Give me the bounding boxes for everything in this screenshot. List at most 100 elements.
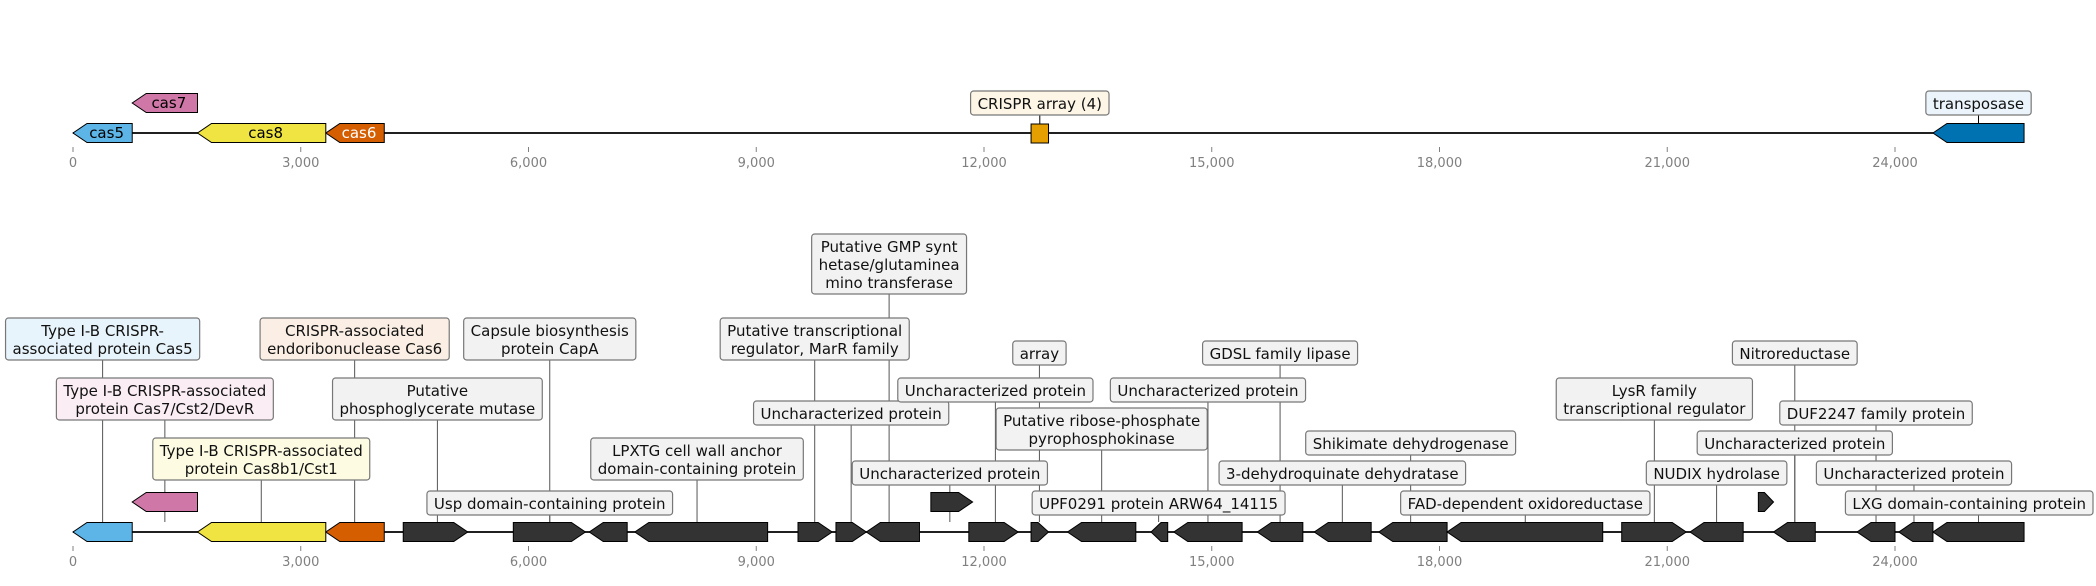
gene-arrow [512, 522, 587, 542]
annotation-label-box [259, 317, 450, 361]
annotation-label-box [1645, 460, 1788, 486]
gene-arrow [1066, 522, 1137, 542]
annotation-label-box [811, 233, 968, 295]
annotation-label-text: endoribonuclease Cas6 [267, 340, 442, 358]
transposase-gene-arrow [1932, 123, 2025, 143]
annotation-label-text: Type I-B CRISPR-associated [159, 442, 363, 460]
gene-arrow [865, 522, 920, 542]
annotation-label-text: domain-containing protein [598, 460, 797, 478]
gene-arrow [131, 492, 199, 512]
gene-arrow [1689, 522, 1744, 542]
annotation-label-text: Uncharacterized protein [905, 382, 1086, 400]
cas6-gene-arrow [324, 123, 385, 143]
crispr-array-box [1030, 123, 1050, 144]
annotation-label-box [1696, 430, 1893, 456]
axis-tick-label: 18,000 [1417, 555, 1463, 570]
cas8-gene-arrow [196, 123, 327, 143]
gene-arrow [1897, 522, 1934, 542]
annotation-label-text: pyrophosphokinase [1029, 430, 1175, 448]
annotation-label-box [1844, 490, 2094, 516]
cas7-label: cas7 [151, 94, 186, 112]
annotation-label-text: Putative ribose-phosphate [1003, 412, 1200, 430]
gene-arrow [1757, 492, 1775, 512]
annotation-label-text: Nitroreductase [1739, 345, 1850, 363]
annotation-label-box [1031, 490, 1286, 516]
annotation-label-text: Uncharacterized protein [761, 405, 942, 423]
annotation-label-text: regulator, MarR family [731, 340, 899, 358]
annotation-label-text: hetase/glutaminea [819, 256, 960, 274]
annotation-label-box [995, 407, 1208, 451]
axis-tick-label: 15,000 [1189, 555, 1235, 570]
axis-tick-label: 3,000 [282, 156, 319, 171]
annotation-label-text: FAD-dependent oxidoreductase [1408, 495, 1643, 513]
annotation-label-text: 3-dehydroquinate dehydratase [1226, 465, 1459, 483]
gene-arrow [1172, 522, 1243, 542]
annotation-label-text: transcriptional regulator [1563, 400, 1746, 418]
transposase-label-box [1925, 90, 2032, 116]
gene-arrow [1621, 522, 1688, 542]
bottom-annotated-track: Type I-B CRISPR-associated protein Cas5 T… [4, 233, 2094, 570]
annotation-label-text: LXG domain-containing protein [1852, 495, 2086, 513]
annotation-label-text: Type I-B CRISPR- [40, 322, 164, 340]
annotation-label-text: Capsule biosynthesis [471, 322, 629, 340]
annotation-label-box [4, 317, 201, 361]
axis-tick-label: 12,000 [961, 555, 1007, 570]
annotation-label-text: LPXTG cell wall anchor [612, 442, 783, 460]
annotation-label-box [463, 317, 637, 361]
gene-arrow [588, 522, 628, 542]
transposase-label-text: transposase [1933, 95, 2024, 113]
annotation-label-text: LysR family [1612, 382, 1697, 400]
annotation-label-box [897, 377, 1094, 403]
axis-tick-label: 12,000 [961, 156, 1007, 171]
annotation-label-box [1305, 430, 1517, 456]
axis-tick-label: 18,000 [1417, 156, 1463, 171]
axis-tick-label: 21,000 [1645, 555, 1691, 570]
gene-arrow [324, 522, 385, 542]
cas5-label: cas5 [89, 124, 124, 142]
annotation-label-text: mino transferase [825, 274, 953, 292]
top-locus-track: 0 3,000 6,000 9,000 12,000 15,000 18,000 21,000… [69, 90, 2032, 171]
annotation-label-text: Putative transcriptional [727, 322, 902, 340]
annotation-label-box [1012, 340, 1067, 366]
cas7-gene-arrow [131, 93, 199, 113]
gene-arrow [835, 522, 868, 542]
gene-arrow [1030, 522, 1050, 542]
crispr-array-label-box [969, 90, 1110, 116]
axis-tick-label: 9,000 [738, 156, 775, 171]
gene-arrow [1932, 522, 2025, 542]
annotation-label-box [1815, 460, 2013, 486]
annotation-label-text: Type I-B CRISPR-associated [62, 382, 266, 400]
gene-arrow [797, 522, 834, 542]
annotation-label-text: GDSL family lipase [1210, 345, 1351, 363]
annotation-label-box [590, 437, 804, 481]
axis-tick-label: 6,000 [510, 156, 547, 171]
annotation-label-text: UPF0291 protein ARW64_14115 [1039, 495, 1278, 514]
annotation-label-text: NUDIX hydrolase [1653, 465, 1780, 483]
axis-tick-label: 9,000 [738, 555, 775, 570]
annotation-label-box [1731, 340, 1858, 366]
gene-arrow [1377, 522, 1448, 542]
gene-arrow [968, 522, 1020, 542]
annotation-label-text: Uncharacterized protein [859, 465, 1040, 483]
cas5-gene-arrow [72, 123, 133, 143]
annotation-label-text: protein CapA [501, 340, 599, 358]
gene-arrow [1256, 522, 1304, 542]
annotation-label-text: Putative GMP synt [821, 238, 958, 256]
gene-arrow [633, 522, 769, 542]
annotation-label-text: Shikimate dehydrogenase [1313, 435, 1509, 453]
gene-arrow [1313, 522, 1372, 542]
annotation-label-text: protein Cas8b1/Cst1 [185, 460, 338, 478]
cas6-label: cas6 [342, 124, 377, 142]
annotation-label-box [55, 377, 274, 421]
gene-arrow [1772, 522, 1816, 542]
annotation-label-text: DUF2247 family protein [1787, 405, 1965, 423]
annotation-label-box [719, 317, 910, 361]
axis-tick-label: 3,000 [282, 555, 319, 570]
annotation-label-box [152, 437, 371, 481]
axis-tick-label: 24,000 [1872, 156, 1918, 171]
gene-arrow [402, 522, 469, 542]
annotation-label-text: phosphoglycerate mutase [340, 400, 536, 418]
annotation-label-box [331, 377, 543, 421]
cas8-label: cas8 [248, 124, 283, 142]
